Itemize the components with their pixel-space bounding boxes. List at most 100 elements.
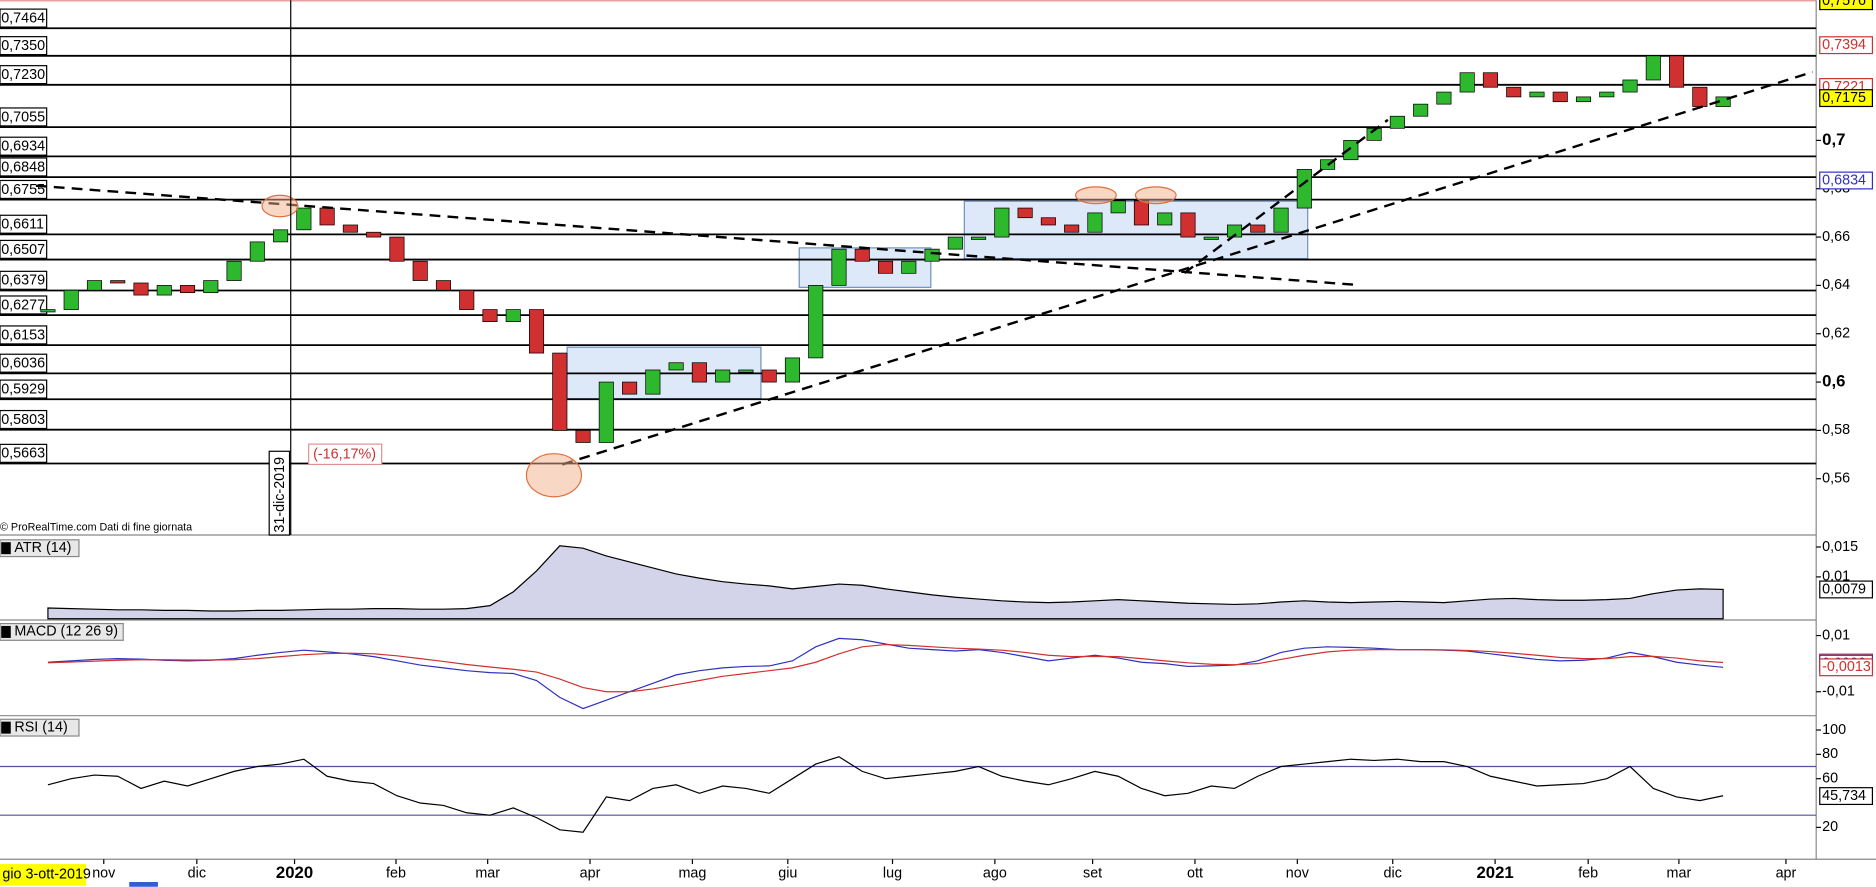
candle: [784, 357, 800, 383]
x-tick-label: 2021: [1476, 863, 1513, 882]
candle: [691, 362, 707, 383]
candle: [1529, 91, 1545, 98]
y-tick-label: 0,015: [1822, 539, 1858, 555]
level-label-box: [0, 8, 48, 28]
candle: [1552, 91, 1568, 103]
level-label-box: [0, 107, 48, 127]
candle: [947, 236, 963, 250]
candle: [575, 430, 591, 443]
candle: [831, 248, 847, 286]
candle: [994, 207, 1010, 238]
x-tick-label: apr: [1776, 865, 1797, 881]
price-marker-box: [1819, 580, 1874, 599]
y-tick-label: -0,01: [1822, 684, 1855, 700]
candle: [715, 369, 731, 383]
candle: [389, 236, 405, 262]
panel-title-icon: [1, 721, 11, 734]
candle: [1599, 91, 1615, 98]
level-label-box: [0, 239, 48, 259]
candle: [1087, 212, 1103, 233]
candle: [156, 285, 172, 296]
x-tick-label: ago: [983, 865, 1007, 881]
candle: [1296, 169, 1312, 209]
candle: [808, 285, 824, 359]
x-tick-label: nov: [92, 865, 116, 881]
candle: [528, 309, 545, 354]
candle: [738, 369, 754, 373]
cursor-date-label: 31-dic-2019: [272, 457, 288, 533]
price-marker-label: 0,6834: [1822, 172, 1866, 188]
level-label: 0,6277: [1, 297, 45, 313]
level-label-box: [0, 353, 48, 373]
price-marker-box: [1819, 787, 1874, 806]
candle: [110, 280, 126, 284]
candle: [1226, 224, 1243, 238]
candle: [296, 207, 312, 231]
level-label: 0,6379: [1, 273, 45, 289]
level-label-box: [0, 379, 48, 399]
candle: [482, 309, 498, 323]
candle: [1622, 79, 1638, 93]
level-label: 0,6153: [1, 327, 45, 343]
candle: [1343, 140, 1359, 161]
panel-title-box: [0, 718, 80, 737]
candle: [668, 362, 684, 371]
y-tick-label: 0,6: [1822, 371, 1845, 390]
candle: [761, 369, 777, 383]
candle: [1180, 212, 1196, 238]
level-label: 0,5929: [1, 381, 45, 397]
candle: [203, 280, 219, 294]
level-label: 0,6848: [1, 159, 45, 175]
candle: [1366, 127, 1382, 141]
highlight: [1074, 186, 1117, 205]
candle: [366, 231, 382, 238]
candle: [1669, 55, 1685, 88]
candle: [86, 280, 102, 291]
cursor-date-box: [0, 864, 87, 886]
price-marker-label: 0,7394: [1822, 37, 1866, 53]
x-tick-label: apr: [580, 865, 601, 881]
panel-title: RSI (14): [14, 719, 67, 735]
candle: [1040, 217, 1056, 226]
candle: [1413, 103, 1429, 117]
price-marker-label: -0,0013: [1822, 659, 1871, 675]
indicator-line: [47, 756, 1724, 833]
candle: [1273, 207, 1289, 233]
level-label-box: [0, 295, 48, 315]
candle: [924, 248, 940, 262]
candle: [505, 309, 521, 323]
candle: [1575, 96, 1592, 103]
candle: [1017, 207, 1033, 219]
panel-title: MACD (12 26 9): [14, 624, 118, 640]
highlight: [1134, 186, 1177, 205]
price-marker-label: 0,7175: [1822, 90, 1866, 106]
price-marker-box: [1819, 36, 1874, 55]
candle: [1157, 212, 1173, 226]
price-marker-label: 0,7576: [1822, 0, 1866, 9]
level-label-box: [0, 65, 48, 85]
panel-title: ATR (14): [14, 540, 71, 556]
panel-title-box: [0, 622, 124, 641]
candle: [319, 207, 335, 226]
x-tick-label: dic: [188, 865, 206, 881]
level-label: 0,5663: [1, 446, 45, 462]
x-tick-label: mag: [678, 865, 706, 881]
level-label: 0,6507: [1, 242, 45, 258]
candle: [877, 260, 894, 274]
level-label-box: [0, 214, 48, 234]
trend-line: [35, 184, 1359, 287]
candle: [552, 352, 568, 431]
level-label-box: [0, 157, 48, 177]
y-tick-label: 20: [1822, 819, 1838, 835]
level-label: 0,6611: [1, 217, 44, 233]
candle: [1506, 86, 1522, 98]
candle: [1250, 224, 1266, 233]
x-tick-label: feb: [386, 865, 406, 881]
level-label-box: [0, 36, 48, 56]
candle: [1459, 72, 1475, 93]
candle: [249, 241, 265, 262]
panel-title-icon: [1, 625, 11, 638]
